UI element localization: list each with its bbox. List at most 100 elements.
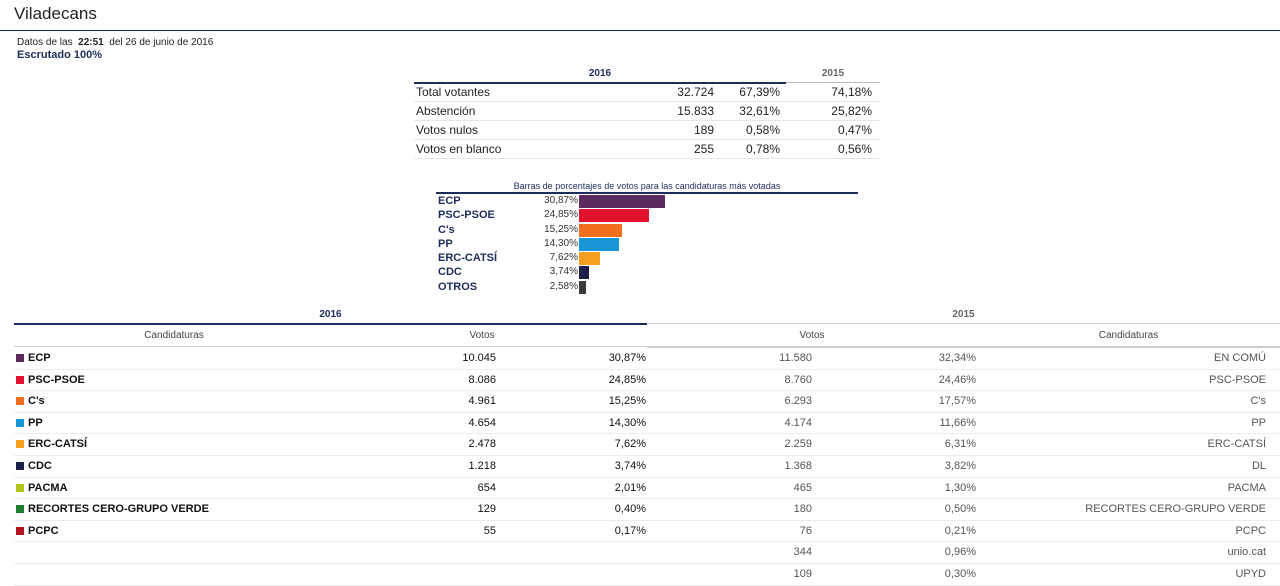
summary-row: Votos nulos 189 0,58% 0,47% bbox=[414, 121, 880, 140]
vote-percentage-bars: Barras de porcentajes de votos para las … bbox=[436, 180, 858, 294]
bar-party-name: PP bbox=[438, 237, 453, 250]
bar-pct-label: 15,25% bbox=[544, 223, 578, 235]
party-name-2015: PSC-PSOE bbox=[1209, 373, 1266, 386]
pct-2016: 24,85% bbox=[608, 373, 646, 386]
votes-2016: 4.961 bbox=[468, 395, 496, 408]
party-color-swatch bbox=[16, 354, 24, 362]
votes-2016: 55 bbox=[483, 524, 496, 537]
summary-row: Votos en blanco 255 0,78% 0,56% bbox=[414, 140, 880, 159]
summary-pct-prev: 0,47% bbox=[837, 123, 872, 137]
results-year-previous: 2015 bbox=[952, 309, 975, 320]
party-name-2015: PP bbox=[1251, 416, 1266, 429]
col-header-candidaturas-prev: Candidaturas bbox=[1098, 330, 1159, 341]
party-name-2015: DL bbox=[1251, 459, 1266, 472]
pct-2015: 0,50% bbox=[944, 503, 976, 516]
summary-votes: 32.724 bbox=[677, 85, 714, 99]
bar-row: ECP 30,87% bbox=[436, 194, 858, 208]
votes-2015: 11.580 bbox=[779, 352, 812, 364]
bar-pct-label: 30,87% bbox=[544, 195, 578, 206]
result-row: CDC 1.218 3,74% 1.368 3,82% DL bbox=[14, 456, 1280, 478]
col-header-votos-prev: Votos bbox=[799, 330, 825, 341]
summary-pct: 0,58% bbox=[745, 123, 780, 137]
bar-mark bbox=[579, 223, 622, 237]
summary-row: Abstención 15.833 32,61% 25,82% bbox=[414, 102, 880, 121]
party-name: PSC-PSOE bbox=[28, 373, 85, 386]
bar-row: PP 14,30% bbox=[436, 237, 858, 251]
result-row: C's 4.961 15,25% 6.293 17,57% C's bbox=[14, 391, 1280, 413]
bar-mark bbox=[579, 266, 590, 280]
result-row: PACMA 654 2,01% 465 1,30% PACMA bbox=[14, 478, 1280, 500]
pct-2016: 0,40% bbox=[614, 503, 646, 516]
votes-2016: 654 bbox=[477, 481, 496, 494]
timestamp-time: 22:51 bbox=[78, 37, 104, 48]
bar-mark bbox=[579, 209, 649, 223]
timestamp-date: del 26 de junio de 2016 bbox=[109, 37, 214, 48]
party-color-swatch bbox=[16, 483, 24, 492]
summary-row: Total votantes 32.724 67,39% 74,18% bbox=[414, 83, 880, 102]
result-row: PSC-PSOE 8.086 24,85% 8.760 24,46% PSC-PSOE bbox=[14, 370, 1280, 392]
party-name: CDC bbox=[28, 459, 52, 472]
scrutiny-status: Escrutado 100% bbox=[17, 49, 102, 61]
bar-mark bbox=[579, 280, 587, 294]
summary-pct: 32,61% bbox=[739, 104, 780, 118]
party-name-2015: UPYD bbox=[1235, 567, 1266, 580]
summary-label: Total votantes bbox=[416, 85, 491, 99]
bar-pct-label: 24,85% bbox=[544, 209, 578, 221]
party-name-2015: C's bbox=[1250, 395, 1266, 408]
summary-label: Votos nulos bbox=[416, 123, 479, 137]
turnout-summary-table: 2016 2015 Total votantes 32.724 67,39% 74,1… bbox=[414, 66, 880, 159]
party-color-swatch bbox=[16, 526, 24, 535]
summary-votes: 15.833 bbox=[677, 104, 714, 118]
summary-pct: 67,39% bbox=[739, 85, 780, 99]
result-row: RECORTES CERO-GRUPO VERDE 129 0,40% 180 0,50… bbox=[14, 499, 1280, 521]
pct-2016: 7,62% bbox=[614, 438, 646, 451]
party-color-swatch bbox=[16, 505, 24, 514]
results-rows: ECP 10.045 30,87% 11.580 32,34% EN COMÚ PSC-PS… bbox=[14, 348, 1280, 586]
summary-rule-current bbox=[414, 82, 786, 84]
summary-header: 2016 2015 bbox=[414, 66, 880, 84]
bar-pct-label: 14,30% bbox=[544, 237, 578, 249]
bar-party-name: ECP bbox=[438, 195, 461, 207]
votes-2016: 4.654 bbox=[468, 416, 496, 429]
pct-2015: 1,30% bbox=[944, 481, 976, 494]
timestamp-line: Datos de las 22:51 del 26 de junio de 20… bbox=[17, 37, 213, 49]
party-color-swatch bbox=[16, 418, 24, 427]
bar-mark bbox=[579, 195, 666, 208]
pct-2015: 0,21% bbox=[944, 524, 976, 537]
bar-row: OTROS 2,58% bbox=[436, 280, 858, 294]
bar-mark bbox=[579, 237, 620, 251]
bar-row: CDC 3,74% bbox=[436, 265, 858, 280]
votes-2015: 2.259 bbox=[784, 438, 812, 451]
title-divider bbox=[0, 30, 1280, 31]
votes-2015: 6.293 bbox=[784, 395, 812, 408]
party-name: PP bbox=[28, 416, 43, 429]
summary-label: Votos en blanco bbox=[416, 142, 502, 156]
votes-2016: 10.045 bbox=[462, 352, 496, 364]
pct-2016: 2,01% bbox=[614, 481, 646, 494]
summary-pct-prev: 0,56% bbox=[837, 142, 872, 156]
result-row: PP 4.654 14,30% 4.174 11,66% PP bbox=[14, 413, 1280, 435]
votes-2015: 180 bbox=[793, 503, 812, 516]
party-name: C's bbox=[28, 395, 45, 408]
votes-2015: 4.174 bbox=[784, 416, 812, 429]
result-row: ECP 10.045 30,87% 11.580 32,34% EN COMÚ bbox=[14, 348, 1280, 370]
bar-pct-label: 3,74% bbox=[549, 266, 578, 278]
pct-2016: 3,74% bbox=[614, 459, 646, 472]
party-name-2015: PCPC bbox=[1235, 524, 1266, 537]
party-name: PCPC bbox=[28, 524, 59, 537]
results-year-current: 2016 bbox=[319, 309, 342, 320]
timestamp-prefix: Datos de las bbox=[17, 37, 73, 48]
party-name: ECP bbox=[28, 352, 51, 364]
party-name-2015: ERC-CATSÍ bbox=[1207, 438, 1266, 451]
bar-row: C's 15,25% bbox=[436, 223, 858, 237]
bar-party-name: CDC bbox=[438, 266, 462, 279]
pct-2016: 0,17% bbox=[614, 524, 646, 537]
votes-2015: 344 bbox=[793, 546, 812, 559]
votes-2016: 8.086 bbox=[468, 373, 496, 386]
party-name: RECORTES CERO-GRUPO VERDE bbox=[28, 503, 209, 516]
party-name: ERC-CATSÍ bbox=[28, 438, 88, 451]
summary-rows: Total votantes 32.724 67,39% 74,18% Abstenci… bbox=[414, 83, 880, 159]
pct-2016: 14,30% bbox=[608, 416, 646, 429]
party-name-2015: PACMA bbox=[1227, 481, 1266, 494]
page-title: Viladecans bbox=[14, 4, 97, 23]
